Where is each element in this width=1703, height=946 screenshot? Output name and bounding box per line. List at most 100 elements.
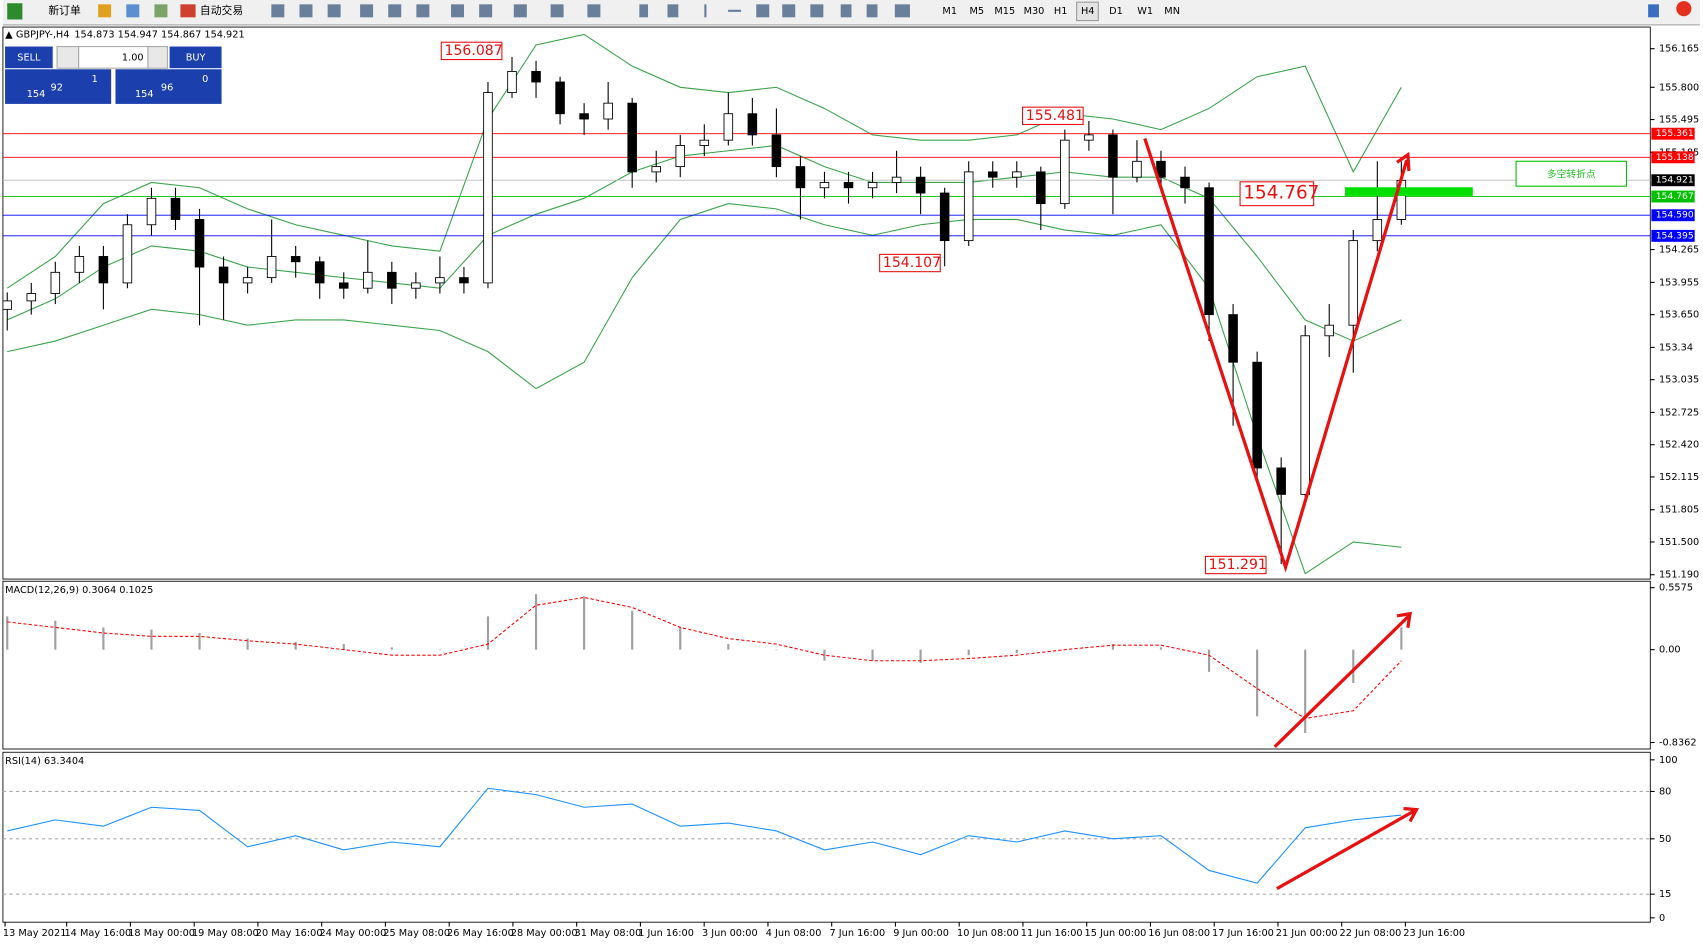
candle-body — [531, 71, 541, 83]
timeframe[interactable]: D1 — [1109, 6, 1123, 17]
price-label: 155.138 — [1656, 152, 1694, 163]
trade-panel: SELL 1.00 BUY 154 92 1 154 96 0 — [5, 46, 222, 104]
lots-down[interactable] — [56, 46, 80, 69]
candle-body — [1036, 171, 1046, 205]
candle-body — [507, 71, 517, 94]
macd-bar — [775, 649, 778, 651]
candle-body — [723, 113, 734, 141]
macd-bar — [438, 649, 441, 651]
y-tick-label: 151.500 — [1659, 537, 1699, 548]
y-tick-label: 153.34 — [1659, 342, 1693, 353]
x-tick-label: 10 Jun 08:00 — [957, 928, 1019, 939]
candle-body — [1156, 160, 1166, 178]
candle-body — [242, 277, 253, 284]
candle-body — [98, 256, 109, 284]
price-pane — [2, 26, 1651, 580]
y-tick-label: 156.165 — [1659, 44, 1699, 55]
bid-big: 154 — [27, 89, 46, 100]
candle-body — [1348, 240, 1359, 326]
price-label-bg — [1651, 174, 1695, 187]
tool-icon[interactable] — [154, 4, 168, 18]
timeframe[interactable]: MN — [1164, 6, 1180, 17]
macd-bar — [150, 629, 153, 650]
candle-body — [1300, 335, 1310, 495]
auto-trading-icon[interactable] — [180, 4, 196, 18]
macd-bar — [294, 641, 297, 650]
lots-up[interactable] — [147, 46, 168, 69]
macd-bar — [871, 649, 874, 661]
tool-icon[interactable] — [126, 4, 140, 18]
candle-body — [1060, 139, 1070, 205]
y-tick-label: 152.420 — [1659, 440, 1699, 451]
tool-icon[interactable] — [98, 4, 112, 18]
ask-box[interactable] — [115, 69, 222, 104]
bollinger-lower — [7, 203, 1402, 575]
x-tick-label: 17 Jun 16:00 — [1212, 928, 1274, 939]
macd-bar — [967, 649, 970, 656]
macd-bar — [534, 594, 538, 650]
macd-bar — [823, 649, 826, 661]
candle-body — [699, 139, 710, 146]
candle-body — [867, 182, 878, 189]
macd-bar — [1304, 649, 1307, 733]
active-timeframe[interactable] — [1076, 1, 1099, 22]
macd-bar — [727, 644, 730, 650]
candle-body — [483, 92, 493, 284]
price-label-bg — [1651, 151, 1695, 164]
macd-bar — [246, 638, 249, 650]
candle-body — [939, 192, 950, 242]
macd-bar — [486, 616, 490, 650]
macd-bar — [679, 627, 682, 650]
candle-body — [146, 197, 157, 226]
buy-label[interactable]: BUY — [186, 52, 206, 63]
candle-body — [843, 182, 854, 189]
search-icon[interactable] — [1648, 4, 1659, 18]
candle-body — [387, 271, 397, 289]
timeframe[interactable]: W1 — [1137, 6, 1153, 17]
x-tick-label: 7 Jun 16:00 — [830, 928, 886, 939]
candle-body — [915, 176, 926, 194]
buy-button[interactable] — [169, 46, 222, 69]
timeframe[interactable]: H1 — [1054, 6, 1068, 17]
auto-trading[interactable]: 自动交易 — [200, 3, 243, 17]
macd-bar — [919, 649, 922, 663]
candle-body — [795, 166, 806, 189]
timeframe[interactable]: M5 — [969, 6, 984, 17]
candle-body — [1276, 467, 1286, 495]
lots-value[interactable]: 1.00 — [122, 52, 144, 63]
candle-body — [603, 102, 613, 120]
bid-fraction: 1 — [92, 74, 98, 85]
x-tick-label: 26 May 16:00 — [447, 928, 514, 939]
timeframe[interactable]: M1 — [942, 6, 957, 17]
timeframe[interactable]: H4 — [1081, 6, 1095, 17]
candle-body — [1108, 134, 1118, 178]
highlight-bar — [1345, 187, 1473, 196]
candle-body — [627, 102, 637, 173]
x-tick-label: 24 May 00:00 — [320, 928, 387, 939]
rsi-line — [7, 787, 1402, 884]
timeframe[interactable]: M30 — [1024, 6, 1045, 17]
y-tick-label: 151.190 — [1659, 570, 1699, 581]
bid-box[interactable] — [5, 69, 112, 104]
x-tick-label: 14 May 16:00 — [65, 928, 132, 939]
price-label-bg — [1651, 209, 1695, 222]
y-tick-label: 153.955 — [1659, 277, 1699, 288]
macd-bar — [390, 647, 393, 650]
notification-badge[interactable] — [1676, 1, 1692, 17]
macd-bar — [1159, 647, 1163, 650]
candle-body — [771, 134, 782, 168]
sell-label[interactable]: SELL — [17, 52, 41, 63]
candle-body — [1204, 187, 1214, 316]
macd-bar — [54, 620, 57, 650]
sell-button[interactable] — [5, 46, 53, 69]
candle-body — [891, 176, 902, 183]
x-tick-label: 4 Jun 08:00 — [766, 928, 822, 939]
candle-body — [1180, 176, 1190, 189]
new-order[interactable]: 新订单 — [48, 3, 81, 17]
symbol-title: GBPJPY-,H4 — [16, 30, 70, 41]
x-tick-label: 11 Jun 16:00 — [1021, 928, 1083, 939]
new-order-icon[interactable] — [7, 3, 23, 20]
y-tick-label: 15 — [1659, 889, 1671, 900]
timeframe[interactable]: M15 — [994, 6, 1015, 17]
